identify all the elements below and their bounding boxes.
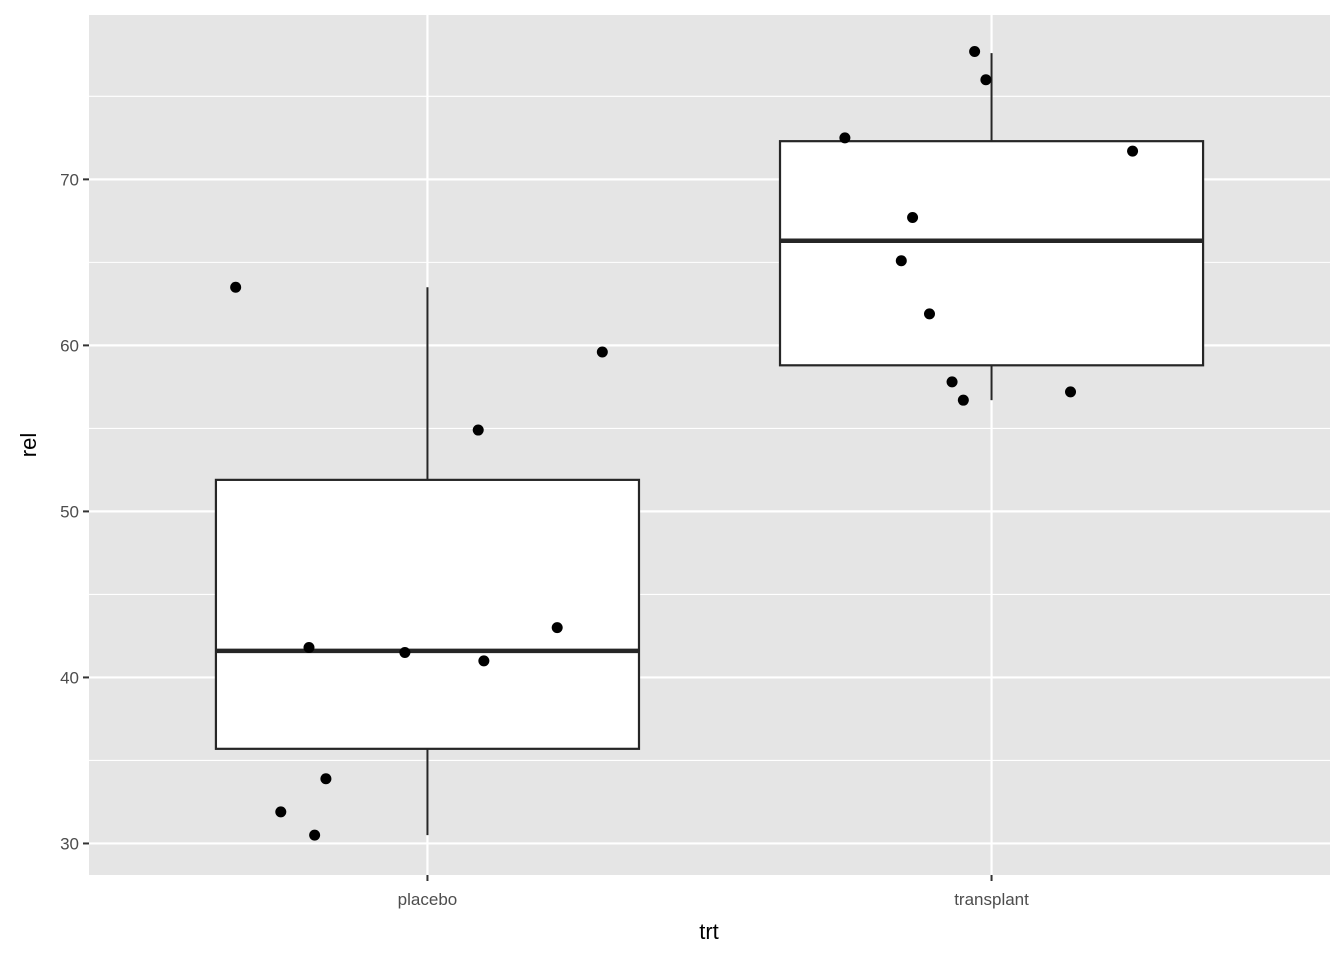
y-tick-label: 40 bbox=[60, 668, 79, 687]
boxes bbox=[214, 53, 1205, 836]
data-point bbox=[980, 74, 992, 86]
y-axis-title: rel bbox=[16, 433, 41, 457]
box-transplant bbox=[778, 140, 1205, 367]
data-point bbox=[1065, 386, 1077, 398]
data-point bbox=[230, 281, 242, 293]
data-point bbox=[275, 806, 287, 818]
data-point bbox=[946, 376, 958, 388]
points bbox=[230, 46, 1139, 841]
data-point bbox=[551, 622, 563, 634]
data-point bbox=[957, 394, 969, 406]
x-axis-title: trt bbox=[699, 919, 719, 944]
x-axis: placebo transplant bbox=[398, 875, 1029, 909]
data-point bbox=[596, 346, 608, 358]
data-point bbox=[309, 829, 321, 841]
data-point bbox=[478, 655, 490, 667]
x-tick-label: transplant bbox=[954, 890, 1029, 909]
y-tick-label: 70 bbox=[60, 170, 79, 189]
data-point bbox=[969, 46, 981, 58]
y-axis: 30 40 50 60 70 bbox=[60, 170, 89, 853]
data-point bbox=[839, 132, 851, 144]
y-tick-label: 30 bbox=[60, 834, 79, 853]
data-point bbox=[303, 642, 315, 654]
y-tick-label: 60 bbox=[60, 336, 79, 355]
data-point bbox=[320, 773, 332, 785]
data-point bbox=[907, 212, 919, 224]
y-tick-label: 50 bbox=[60, 502, 79, 521]
data-point bbox=[1127, 145, 1139, 157]
x-tick-label: placebo bbox=[398, 890, 458, 909]
data-point bbox=[895, 255, 907, 267]
data-point bbox=[399, 647, 411, 659]
box-placebo bbox=[214, 478, 641, 750]
data-point bbox=[472, 424, 484, 436]
data-point bbox=[923, 308, 935, 320]
